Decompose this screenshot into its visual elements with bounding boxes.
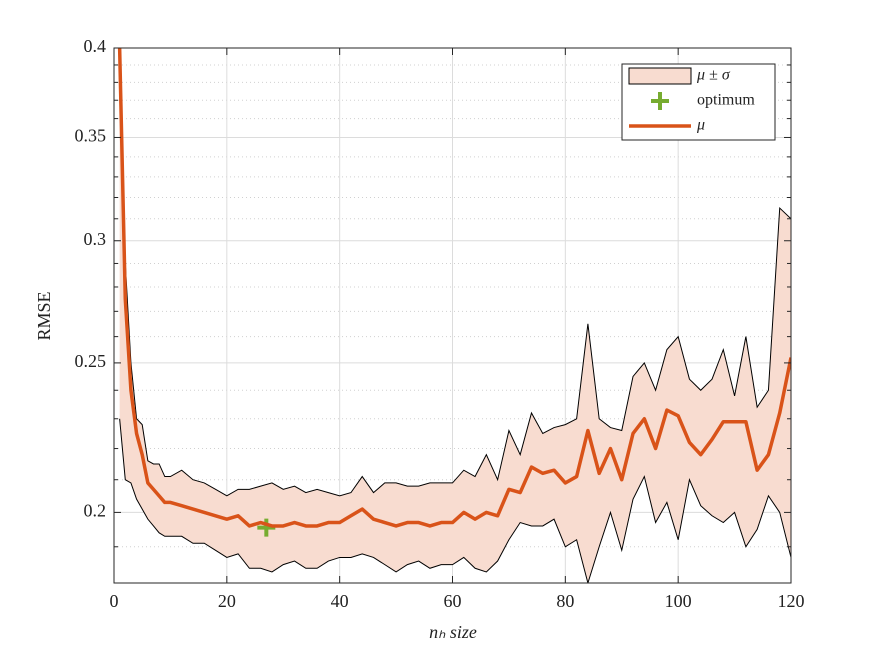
legend-label: μ bbox=[696, 117, 705, 134]
x-tick-label: 120 bbox=[778, 591, 805, 611]
x-tick-label: 60 bbox=[444, 591, 462, 611]
band-fill bbox=[119, 48, 791, 583]
y-tick-label: 0.25 bbox=[75, 351, 107, 371]
mean-line bbox=[117, 48, 791, 528]
legend-swatch bbox=[651, 92, 669, 110]
legend-label: optimum bbox=[697, 92, 755, 109]
x-tick-label: 80 bbox=[556, 591, 574, 611]
x-tick-label: 100 bbox=[665, 591, 692, 611]
band-upper bbox=[119, 48, 791, 497]
y-tick-label: 0.35 bbox=[75, 126, 107, 146]
data-layer bbox=[117, 48, 791, 583]
axes: 0.2 0.25 0.3 0.35 0.4 0 20 40 60 80 100 120 bbox=[75, 36, 805, 611]
legend-label: μ ± σ bbox=[696, 67, 731, 84]
x-axis-label: nₕ size bbox=[429, 622, 477, 642]
y-tick-label: 0.4 bbox=[84, 36, 107, 56]
x-tick-label: 20 bbox=[218, 591, 236, 611]
band-lower bbox=[119, 418, 791, 583]
y-tick-label: 0.2 bbox=[84, 501, 107, 521]
y-tick-label: 0.3 bbox=[84, 229, 107, 249]
y-axis-label: RMSE bbox=[34, 291, 54, 340]
x-tick-label: 0 bbox=[110, 591, 119, 611]
legend-swatch bbox=[628, 67, 692, 85]
x-tick-label: 40 bbox=[331, 591, 349, 611]
legend: μ ± σ optimum μ bbox=[621, 63, 776, 141]
